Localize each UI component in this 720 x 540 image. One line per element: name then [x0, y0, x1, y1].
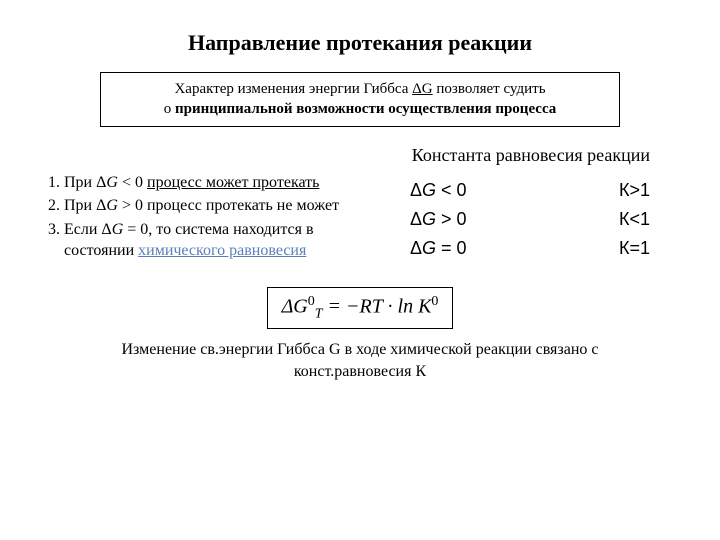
conditions-list: При ΔG < 0 процесс может протекать При Δ…	[40, 172, 370, 267]
k-cell: К<1	[619, 209, 650, 230]
k-cell: К>1	[619, 180, 650, 201]
dg-cell: ΔG > 0	[410, 209, 467, 230]
constant-label: Константа равновесия реакции	[40, 145, 650, 166]
gibbs-formula: ΔG0T = −RT · ln K0	[267, 287, 454, 330]
table-row: ΔG > 0 К<1	[410, 209, 650, 230]
formula-caption: Изменение св.энергии Гиббса G в ходе хим…	[100, 339, 620, 382]
page-title: Направление протекания реакции	[40, 30, 680, 56]
table-row: ΔG < 0 К>1	[410, 180, 650, 201]
list-item: Если ΔG = 0, то система находится в сост…	[64, 219, 370, 262]
dg-cell: ΔG < 0	[410, 180, 467, 201]
box-line2-pre: о	[164, 101, 175, 117]
chemical-equilibrium-link[interactable]: химического равновесия	[138, 242, 306, 259]
box-line1-pre: Характер изменения энергии Гиббса	[174, 81, 412, 97]
equilibrium-table: ΔG < 0 К>1 ΔG > 0 К<1 ΔG = 0 К=1	[390, 172, 680, 267]
list-item: При ΔG < 0 процесс может протекать	[64, 172, 370, 194]
dg-cell: ΔG = 0	[410, 238, 467, 259]
table-row: ΔG = 0 К=1	[410, 238, 650, 259]
list-item: При ΔG > 0 процесс протекать не может	[64, 195, 370, 217]
box-line2-bold: принципиальной возможности осуществления…	[175, 101, 556, 117]
box-dg: ΔG	[412, 81, 432, 97]
list-item1-link: процесс может протекать	[147, 174, 319, 191]
principle-box: Характер изменения энергии Гиббса ΔG поз…	[100, 72, 620, 127]
k-cell: К=1	[619, 238, 650, 259]
box-line1-post: позволяет судить	[433, 81, 546, 97]
